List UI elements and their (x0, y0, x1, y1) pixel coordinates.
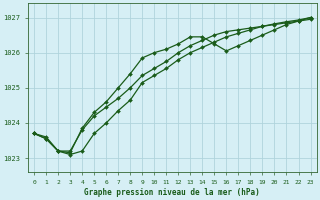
X-axis label: Graphe pression niveau de la mer (hPa): Graphe pression niveau de la mer (hPa) (84, 188, 260, 197)
